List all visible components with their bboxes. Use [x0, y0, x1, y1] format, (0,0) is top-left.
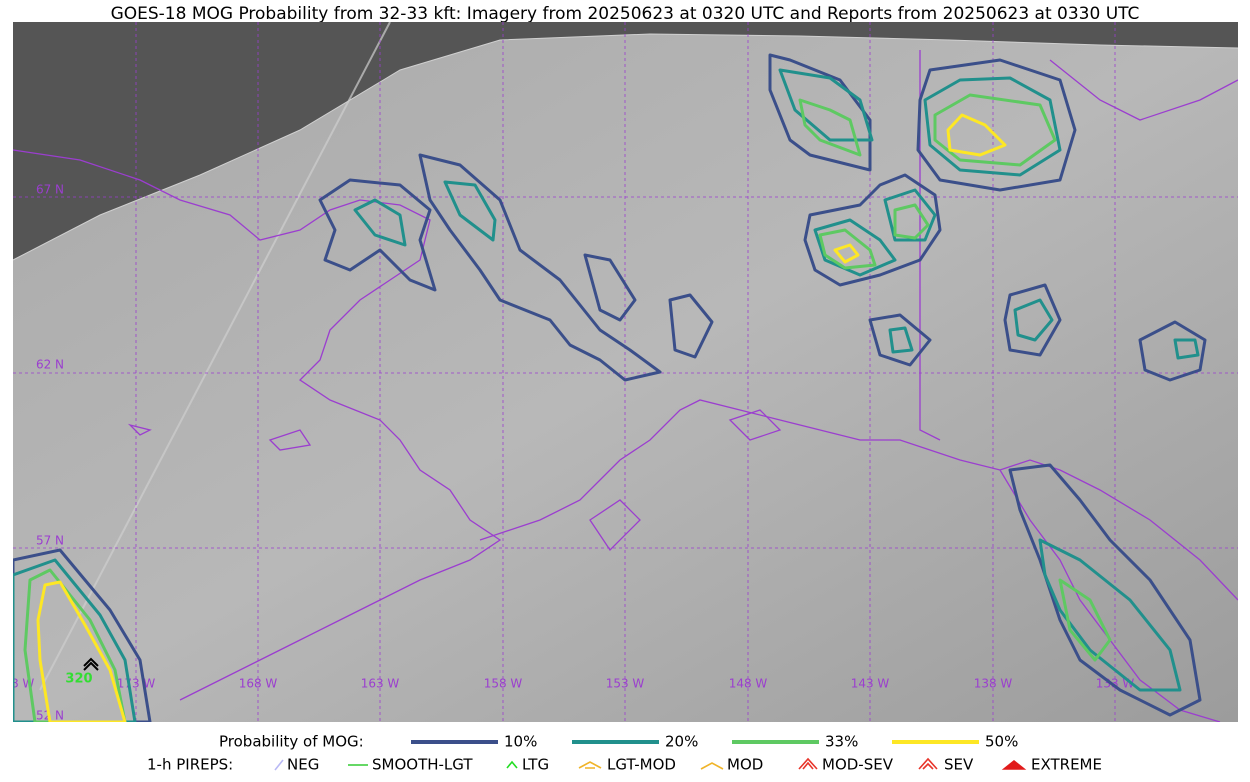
pirep-label: MOD-SEV: [822, 756, 894, 774]
lon-label: 158 W: [484, 677, 523, 691]
pirep-symbol: [274, 759, 284, 771]
lon-label: 138 W: [974, 677, 1013, 691]
report-label: 320: [65, 672, 92, 687]
scan-line: [39, 22, 391, 691]
lon-label: 148 W: [729, 677, 768, 691]
legend-label: 20%: [665, 733, 698, 751]
contour: [418, 153, 662, 382]
pirep-symbol: [700, 762, 724, 770]
lon-label: 173 W: [117, 677, 156, 691]
pirep-symbol: [798, 757, 818, 770]
pirep-symbol: [506, 760, 518, 769]
contour: [868, 313, 932, 367]
legend-label: 50%: [985, 733, 1018, 751]
contour: [923, 76, 1062, 177]
contour: [1138, 320, 1207, 382]
pirep-title: 1-h PIREPS:: [147, 756, 233, 774]
lat-label: 57 N: [36, 534, 64, 548]
contour: [23, 568, 127, 722]
mog-contours: [13, 53, 1207, 722]
lat-label: 62 N: [36, 358, 64, 372]
contour: [883, 188, 937, 242]
contour: [803, 173, 942, 287]
contour: [818, 228, 877, 270]
pirep-label: LTG: [522, 756, 549, 774]
lon-label: 143 W: [851, 677, 890, 691]
legend-label: 10%: [504, 733, 537, 751]
no-data-region: [13, 22, 1238, 260]
contour: [1013, 298, 1054, 342]
title: GOES-18 MOG Probability from 32-33 kft: …: [111, 4, 1140, 24]
contour: [833, 243, 860, 264]
contour: [583, 253, 637, 322]
contour: [1003, 283, 1062, 357]
contour: [916, 58, 1077, 192]
pirep-symbol: [578, 761, 602, 769]
pirep-symbol: [918, 757, 938, 770]
contour: [933, 93, 1057, 167]
coastlines: [13, 50, 1238, 722]
contour: [893, 203, 930, 240]
lat-label: 67 N: [36, 183, 64, 197]
contour: [668, 293, 714, 359]
lon-label: 133 W: [1096, 677, 1135, 691]
pirep-symbol: [1001, 759, 1027, 770]
contour: [13, 558, 137, 722]
contour: [768, 53, 872, 172]
contour: [353, 198, 407, 247]
contour: [813, 218, 897, 277]
contour: [1058, 578, 1112, 662]
contour: [318, 178, 437, 292]
imagery-edge: [13, 33, 1238, 261]
lon-label: 163 W: [361, 677, 400, 691]
contour: [778, 68, 874, 142]
pirep-symbol: [83, 657, 99, 671]
contour: [36, 580, 127, 722]
contour: [798, 98, 862, 157]
contour: [443, 180, 497, 242]
contour: [1173, 338, 1200, 360]
pirep-label: SEV: [944, 756, 974, 774]
pirep-label: SMOOTH-LGT: [372, 756, 473, 774]
contour: [13, 548, 152, 722]
lon-label: 168 W: [239, 677, 278, 691]
contour: [1038, 538, 1182, 692]
contour: [888, 326, 914, 354]
pirep-label: EXTREME: [1031, 756, 1102, 774]
pirep-label: NEG: [287, 756, 319, 774]
pirep-label: LGT-MOD: [607, 756, 676, 774]
legend-label: 33%: [825, 733, 858, 751]
contour: [946, 113, 1007, 157]
legend-title: Probability of MOG:: [219, 733, 364, 751]
pirep-label: MOD: [727, 756, 763, 774]
lon-label: 153 W: [606, 677, 645, 691]
